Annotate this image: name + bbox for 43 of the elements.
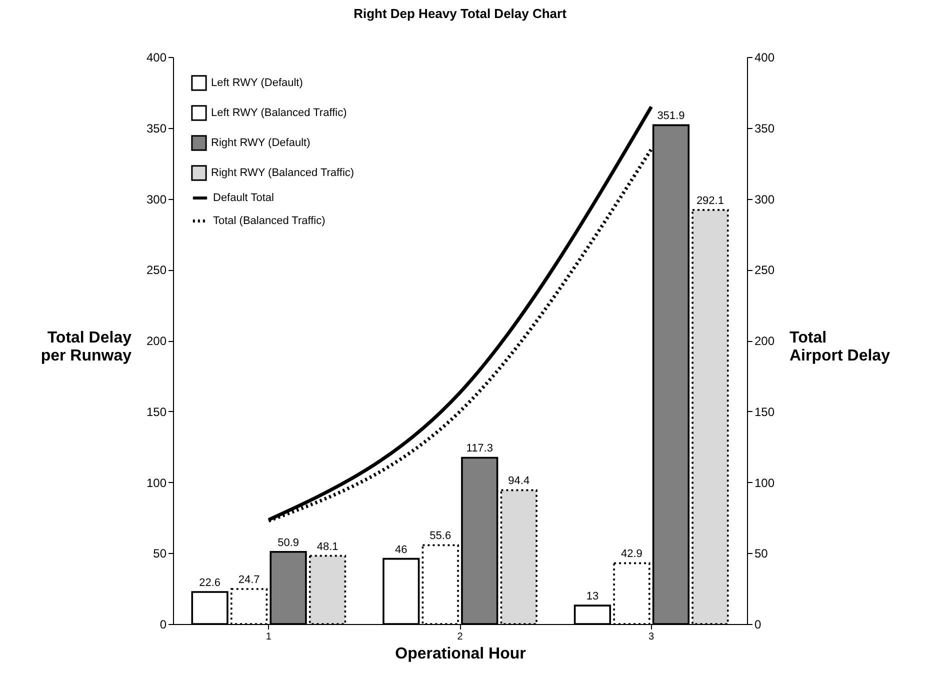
data-label: 13 — [586, 590, 599, 603]
data-label: 42.9 — [621, 548, 642, 560]
y2-tick-label: 200 — [754, 334, 775, 348]
x-tick-label: 2 — [457, 632, 464, 642]
data-label: 351.9 — [657, 110, 685, 122]
y2-tick-label: 400 — [754, 50, 775, 64]
y-tick-label: 400 — [146, 50, 167, 64]
data-label: 24.7 — [238, 574, 260, 586]
data-label: 94.4 — [508, 475, 530, 488]
data-label: 292.1 — [696, 194, 724, 207]
legend-label: Right RWY (Default) — [211, 137, 310, 149]
y2-tick-label: 100 — [754, 476, 775, 490]
y2-tick-label: 300 — [754, 192, 775, 206]
y-tick-label: 100 — [146, 476, 167, 490]
y2-tick-label: 350 — [754, 121, 775, 136]
y2-tick-label: 250 — [754, 263, 775, 278]
data-label: 117.3 — [466, 442, 493, 455]
data-label: 46 — [395, 544, 408, 556]
y2-tick-label: 0 — [754, 618, 762, 632]
chart-title: Right Dep Heavy Total Delay Chart — [354, 6, 568, 21]
y-tick-label: 50 — [153, 546, 167, 561]
y-tick-label: 0 — [160, 618, 167, 632]
x-axis-title: Operational Hour — [395, 646, 526, 662]
y-tick-label: 250 — [146, 263, 167, 278]
y2-tick-label: 50 — [754, 546, 768, 561]
data-label: 50.9 — [278, 536, 299, 549]
legend-label: Right RWY (Balanced Traffic) — [211, 167, 354, 179]
legend-label: Left RWY (Balanced Traffic) — [211, 107, 347, 119]
x-tick-label: 3 — [648, 632, 655, 642]
y-tick-label: 200 — [146, 334, 167, 348]
y-tick-label: 150 — [146, 404, 167, 419]
legend-label: Total (Balanced Traffic) — [213, 215, 326, 227]
y2-tick-label: 150 — [754, 404, 775, 419]
data-label: 55.6 — [430, 530, 452, 542]
x-tick-label: 1 — [266, 632, 272, 642]
data-label: 48.1 — [316, 540, 338, 553]
y-tick-label: 350 — [146, 121, 167, 136]
y-tick-label: 300 — [146, 192, 167, 206]
y2-axis-title: Total Airport Delay — [790, 330, 890, 364]
data-label: 22.6 — [199, 576, 221, 589]
legend-label: Default Total — [213, 192, 274, 204]
y-axis-title: Total Delay per Runway — [40, 330, 132, 364]
legend-label: Left RWY (Default) — [211, 77, 303, 89]
